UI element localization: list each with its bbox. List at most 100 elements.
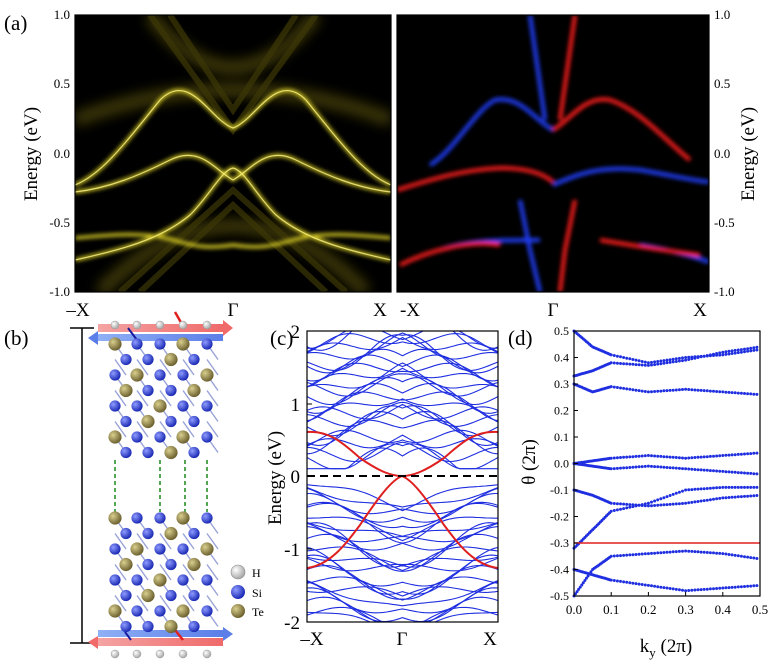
wcc-point	[646, 504, 650, 508]
ytick-d: -0.3	[550, 536, 569, 550]
wcc-point	[586, 574, 590, 578]
wcc-point	[637, 582, 641, 586]
wcc-point	[619, 466, 622, 470]
wcc-point	[715, 486, 719, 490]
wcc-point	[708, 354, 712, 358]
wcc-point	[743, 350, 746, 354]
wcc-point	[684, 387, 688, 391]
wcc-point	[615, 554, 619, 558]
wcc-point	[696, 500, 700, 503]
si-atom	[154, 543, 166, 555]
wcc-point	[674, 466, 678, 470]
wcc-point	[668, 587, 672, 590]
wcc-point	[743, 347, 746, 351]
si-atom	[131, 400, 143, 412]
si-atom	[177, 369, 189, 381]
wcc-point	[640, 583, 644, 586]
wcc-point	[687, 488, 691, 492]
legend-si-label: Si	[252, 586, 263, 600]
wcc-point	[749, 349, 753, 353]
panel-a-xticks: –X Γ X -X Γ X	[65, 300, 707, 321]
wcc-point	[681, 489, 684, 493]
wcc-point	[739, 452, 743, 456]
conduction-band	[307, 401, 498, 427]
valence-band	[307, 587, 498, 622]
wcc-point	[656, 498, 660, 502]
wcc-point	[656, 465, 660, 469]
wcc-point	[628, 387, 632, 391]
ytick-a-left: 0.5	[54, 76, 70, 91]
wcc-point	[625, 506, 629, 510]
panel-c-ylabel: Energy (eV)	[265, 431, 286, 525]
wcc-point	[746, 485, 750, 489]
wcc-point	[681, 549, 684, 553]
wcc-point	[712, 454, 715, 458]
wcc-point	[684, 488, 688, 492]
wcc-point	[752, 485, 756, 489]
wcc-point	[622, 466, 626, 470]
wcc-point	[653, 363, 657, 367]
wcc-point	[625, 356, 629, 360]
panel-label-a: (a)	[4, 11, 27, 35]
wcc-point	[625, 580, 629, 584]
wcc-point	[721, 552, 725, 556]
wcc-point	[730, 585, 734, 589]
xtick-a-right-x: X	[693, 300, 707, 321]
si-atom	[109, 369, 121, 381]
wcc-point	[619, 456, 622, 459]
ytick-a-right: -0.5	[714, 215, 735, 230]
wcc-point	[622, 386, 626, 390]
wcc-point	[674, 491, 678, 495]
wcc-point	[659, 454, 663, 458]
wcc-point	[730, 391, 734, 395]
si-atom	[131, 431, 143, 443]
ytick-a-left: -0.5	[49, 215, 70, 230]
si-atom	[142, 527, 154, 540]
wcc-point	[752, 494, 756, 498]
wcc-point	[693, 468, 697, 471]
xtick-d: 0.1	[603, 602, 619, 617]
wcc-point	[699, 588, 703, 592]
te-atom	[176, 511, 190, 525]
wcc-point	[674, 502, 678, 506]
wcc-point	[581, 581, 585, 585]
wcc-point	[699, 487, 703, 491]
wcc-point	[650, 363, 653, 367]
si-atom	[120, 353, 132, 366]
wcc-point	[684, 456, 688, 460]
wcc-point	[708, 498, 712, 502]
panel-a-yticks-right: 1.0 0.5 0.0 -0.5 -1.0	[714, 7, 735, 299]
ytick-a-right: 0.5	[714, 76, 730, 91]
wcc-point	[615, 386, 619, 389]
wcc-point	[612, 467, 616, 471]
wcc-point	[746, 494, 750, 498]
te-atom	[141, 414, 155, 429]
h-atom	[202, 649, 212, 659]
wcc-point	[705, 498, 709, 502]
panel-c-yticks: 2 1 0 -1 -2	[284, 322, 300, 634]
conduction-band	[307, 405, 498, 437]
panel-d-xticks: 0.0 0.1 0.2 0.3 0.4 0.5	[566, 602, 768, 617]
si-atom	[154, 338, 166, 350]
wcc-point	[727, 586, 731, 590]
si-atom	[154, 369, 166, 381]
wcc-point	[671, 466, 675, 470]
wcc-point	[733, 391, 737, 395]
wcc-point	[739, 471, 743, 475]
wcc-point	[637, 389, 641, 393]
wcc-point	[659, 503, 663, 507]
wcc-point	[634, 465, 638, 469]
wcc-point	[640, 503, 644, 507]
wcc-point	[733, 495, 737, 499]
wcc-point	[730, 553, 734, 557]
wcc-point	[752, 451, 756, 455]
wcc-point	[746, 349, 750, 353]
wcc-point	[625, 553, 629, 557]
wcc-point	[733, 585, 737, 589]
wcc-point	[634, 553, 638, 556]
wcc-point	[583, 579, 587, 582]
wcc-point	[739, 391, 743, 395]
edge-state-spin-up-left	[397, 165, 555, 192]
wcc-point	[712, 469, 715, 473]
wcc-point	[668, 550, 672, 554]
